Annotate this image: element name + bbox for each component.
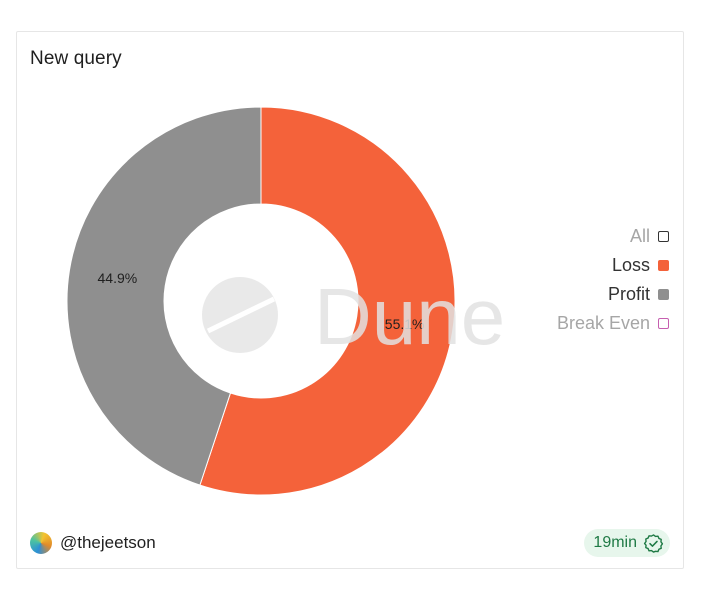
chart-card: New query 55.1% 44.9% Dune All Loss Profit B… — [16, 31, 684, 569]
legend-item-all[interactable]: All — [630, 222, 669, 251]
slice-label-profit: 44.9% — [98, 270, 138, 286]
verified-check-icon — [643, 533, 664, 553]
donut-chart: 55.1% 44.9% — [66, 106, 456, 496]
slice-loss[interactable] — [199, 106, 456, 496]
author[interactable]: @thejeetson — [30, 532, 156, 554]
slices-group — [66, 106, 456, 496]
refresh-badge[interactable]: 19min — [584, 529, 670, 557]
dune-logo-stripe — [206, 296, 276, 334]
author-name: @thejeetson — [60, 533, 156, 552]
legend-item-break-even[interactable]: Break Even — [557, 309, 669, 338]
labels-group: 55.1% 44.9% — [98, 270, 425, 332]
avatar — [30, 532, 52, 554]
legend-swatch — [658, 289, 669, 300]
slice-profit[interactable] — [66, 106, 262, 486]
legend-label: All — [629, 226, 650, 246]
legend-item-loss[interactable]: Loss — [612, 251, 669, 280]
refresh-time: 19min — [593, 534, 637, 551]
legend-label: Break Even — [556, 313, 650, 333]
legend-swatch — [658, 318, 669, 329]
dune-watermark: Dune — [202, 275, 502, 355]
watermark-text: Dune — [314, 275, 502, 355]
slice-label-loss: 55.1% — [385, 316, 425, 332]
legend-label: Loss — [611, 255, 650, 275]
legend-item-profit[interactable]: Profit — [608, 280, 669, 309]
legend: All Loss Profit Break Even — [557, 222, 669, 338]
legend-label: Profit — [607, 284, 650, 304]
legend-swatch — [658, 260, 669, 271]
chart-title: New query — [30, 48, 122, 69]
legend-swatch — [658, 231, 669, 242]
